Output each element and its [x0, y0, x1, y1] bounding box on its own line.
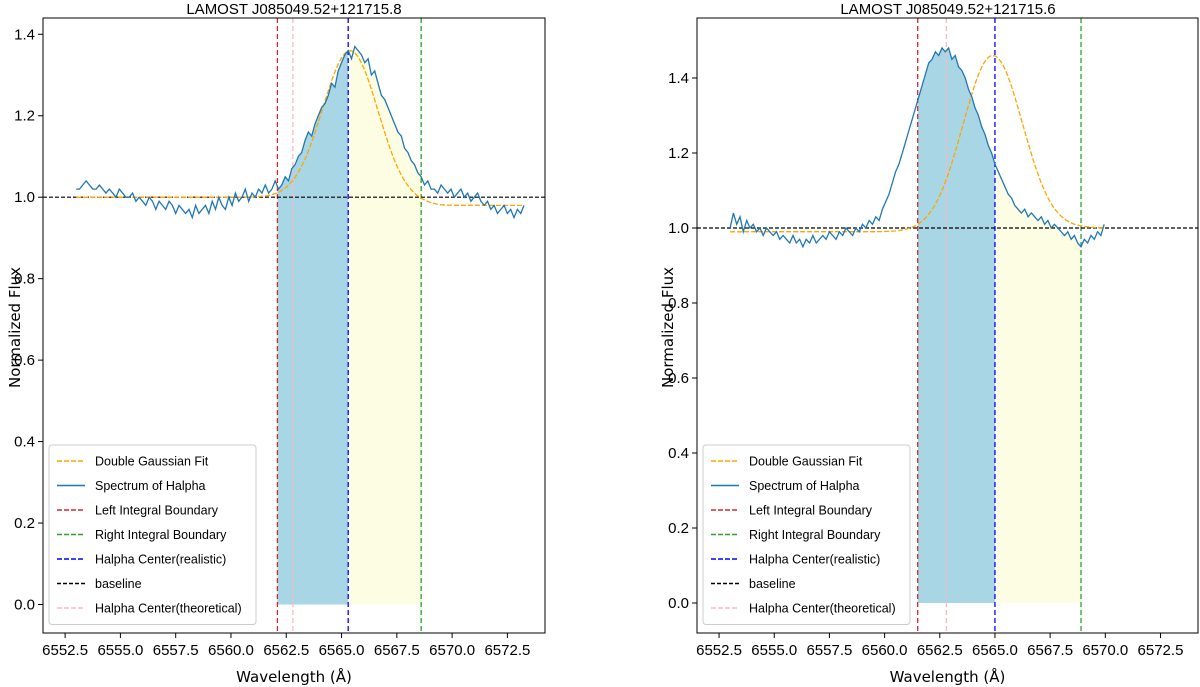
chart-1-xtick-label: 6570.0	[429, 642, 475, 659]
chart-2: 6552.5 6555.0 6557.5 6560.0 6562.5 6565.0 6567…	[659, 1, 1199, 686]
chart-1-gaussian-fit	[76, 49, 523, 207]
chart-1-ytick-label: 0.0	[14, 596, 35, 613]
chart-1-ytick-label: 0.8	[14, 271, 35, 288]
chart-1-fill-left	[277, 50, 349, 605]
chart-2-gaussian-fit	[730, 54, 1104, 233]
chart-2-legend-label: baseline	[749, 577, 796, 591]
chart-1-legend-box	[48, 444, 257, 625]
chart-1-legend-label: Halpha Center(realistic)	[95, 553, 226, 567]
chart-1-ytick-label: 1.2	[14, 108, 35, 125]
chart-2-xtick-label: 6562.5	[917, 642, 963, 659]
chart-2-fill-left	[917, 48, 995, 603]
chart-1-legend-label: Right Integral Boundary	[95, 528, 227, 542]
chart-2-xtick-label: 6572.5	[1138, 642, 1184, 659]
chart-1-axes-frame	[42, 17, 546, 634]
chart-1-xtick-label: 6557.5	[153, 642, 199, 659]
chart-2-ytick-label: 0.6	[668, 370, 689, 387]
chart-2-legend-box	[702, 444, 911, 625]
chart-1-ylabel: Normalized Flux	[6, 267, 24, 388]
chart-1-legend-label: baseline	[95, 577, 142, 591]
chart-2-xlabel: Wavelength (Å)	[890, 667, 1006, 686]
chart-1-plot-area	[43, 18, 545, 633]
chart-2-ytick-label: 0.0	[668, 595, 689, 612]
chart-1-legend: Double Gaussian Fit Spectrum of Halpha Lef…	[48, 444, 257, 625]
chart-1-ytick-label: 1.4	[14, 26, 35, 43]
chart-2-title: LAMOST J085049.52+121715.6	[840, 1, 1055, 18]
chart-1-legend-label: Double Gaussian Fit	[95, 455, 209, 469]
chart-2-legend-label: Double Gaussian Fit	[749, 455, 863, 469]
chart-2-xtick-label: 6565.0	[972, 642, 1018, 659]
chart-2-xtick-label: 6560.0	[862, 642, 908, 659]
chart-1-fill-right	[349, 46, 422, 605]
chart-1-spectrum-line	[76, 45, 525, 220]
chart-2-fill-right	[996, 166, 1081, 604]
chart-1-ytick-label: 1.0	[14, 189, 35, 206]
chart-1-legend-label: Halpha Center(theoretical)	[95, 602, 242, 616]
chart-2-xtick-label: 6555.0	[751, 642, 797, 659]
chart-2-legend-label: Halpha Center(theoretical)	[749, 602, 896, 616]
chart-1-xlabel: Wavelength (Å)	[236, 667, 352, 686]
chart-2-spectrum-line	[729, 46, 1105, 249]
chart-1-xtick-label: 6567.5	[374, 642, 420, 659]
chart-2-legend-label: Right Integral Boundary	[749, 528, 881, 542]
chart-2-ytick-label: 1.2	[668, 145, 689, 162]
chart-2-ytick-label: 1.0	[668, 220, 689, 237]
chart-1-title: LAMOST J085049.52+121715.8	[186, 1, 401, 18]
chart-2-legend: Double Gaussian Fit Spectrum of Halpha Lef…	[702, 444, 911, 625]
chart-1-xtick-label: 6572.5	[484, 642, 530, 659]
chart-2-ytick-label: 0.4	[668, 445, 689, 462]
chart-2-legend-label: Spectrum of Halpha	[749, 479, 860, 493]
chart-1-ytick-label: 0.2	[14, 515, 35, 532]
chart-2-ytick-label: 0.2	[668, 520, 689, 537]
chart-2-xtick-label: 6567.5	[1027, 642, 1073, 659]
chart-1-xtick-label: 6555.0	[97, 642, 143, 659]
chart-1-xtick-label: 6562.5	[263, 642, 309, 659]
chart-2-plot-area	[697, 18, 1198, 633]
chart-2-xtick-label: 6552.5	[696, 642, 742, 659]
chart-2-xtick-label: 6557.5	[806, 642, 852, 659]
chart-1-xtick-label: 6552.5	[42, 642, 88, 659]
chart-1-legend-label: Left Integral Boundary	[95, 504, 219, 518]
chart-1-ytick-label: 0.6	[14, 352, 35, 369]
chart-2-xtick-label: 6570.0	[1082, 642, 1128, 659]
chart-2-ytick-label: 1.4	[668, 70, 689, 87]
chart-1-ytick-label: 0.4	[14, 434, 35, 451]
chart-2-axes-frame	[696, 17, 1199, 634]
chart-1-xtick-label: 6565.0	[319, 642, 365, 659]
chart-1-xtick-label: 6560.0	[208, 642, 254, 659]
chart-2-legend-label: Halpha Center(realistic)	[749, 553, 880, 567]
chart-2-legend-label: Left Integral Boundary	[749, 504, 873, 518]
chart-1: 6552.5 6555.0 6557.5 6560.0 6562.5 6565.0 6567…	[6, 1, 546, 686]
chart-1-legend-label: Spectrum of Halpha	[95, 479, 206, 493]
chart-2-ytick-label: 0.8	[668, 295, 689, 312]
chart-2-ylabel: Normalized Flux	[659, 267, 677, 388]
